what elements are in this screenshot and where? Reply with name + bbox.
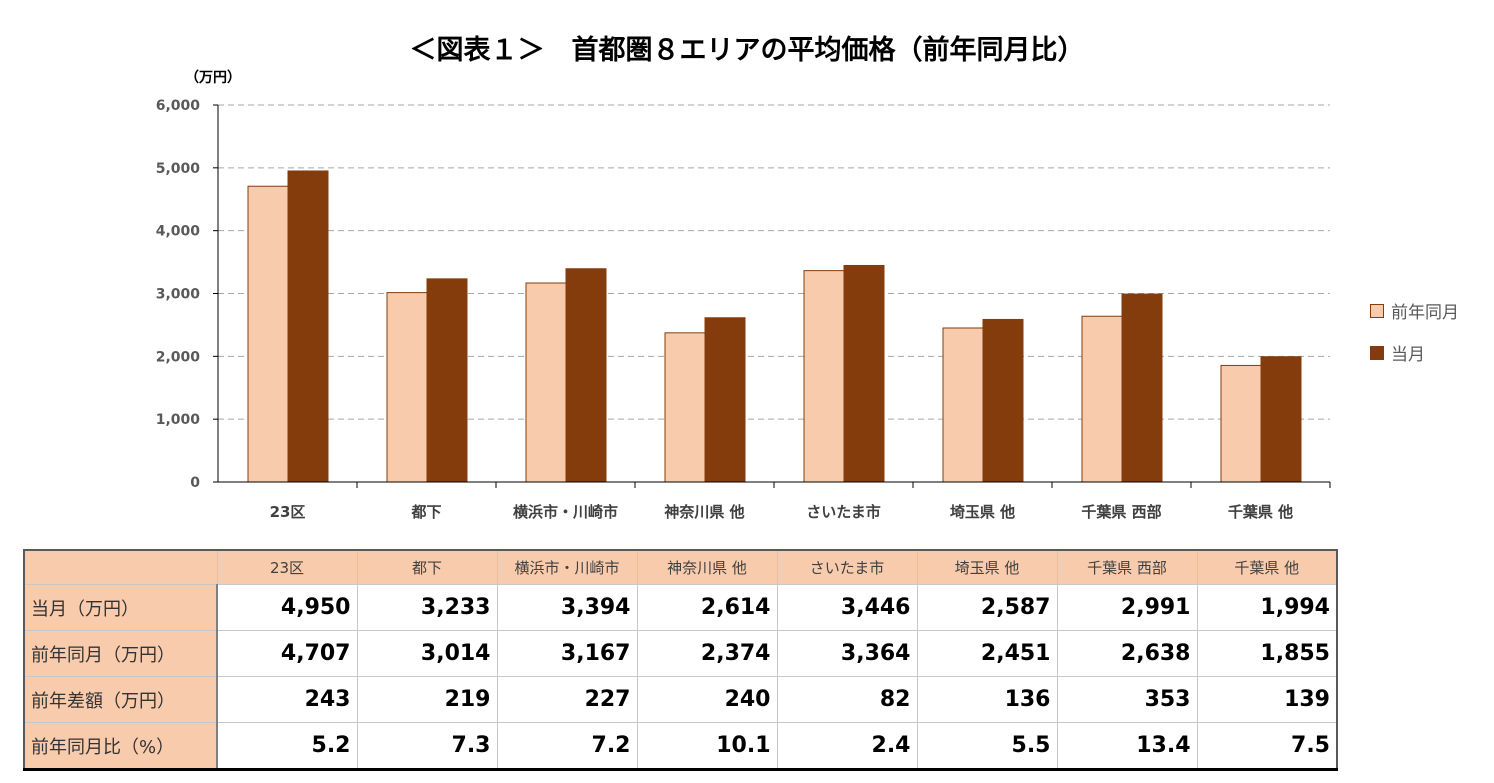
table-cell: 2,451	[916, 630, 1058, 677]
y-tick-label: 0	[190, 475, 200, 491]
table-cell: 7.5	[1196, 722, 1338, 770]
table-cell: 82	[776, 676, 918, 723]
column-header: 千葉県 他	[1196, 549, 1338, 585]
table-cell: 240	[636, 676, 778, 723]
table-cell: 3,446	[776, 584, 918, 631]
data-table: 23区 都下 横浜市・川崎市 神奈川県 他さいたま市 埼玉県 他千葉県 西部 千葉県 他当…	[23, 549, 1338, 771]
table-cell: 7.3	[356, 722, 498, 770]
table-row: 前年差額（万円） 243 219 227 240 82 136 353 139	[23, 676, 1338, 723]
x-tick-label: 千葉県 他	[1228, 503, 1293, 521]
table-cell: 3,014	[356, 630, 498, 677]
legend-item-current: 当月	[1370, 340, 1425, 365]
bar-current	[843, 264, 885, 483]
bar-current	[704, 317, 746, 483]
table-cell: 5.2	[216, 722, 358, 770]
y-axis-unit-label: （万円）	[185, 70, 241, 86]
bar-current	[565, 268, 607, 483]
table-cell: 7.2	[496, 722, 638, 770]
column-header: 千葉県 西部	[1056, 549, 1198, 585]
bar-current	[1121, 293, 1163, 483]
legend-label: 前年同月	[1391, 303, 1459, 323]
y-tick-label: 2,000	[156, 349, 201, 365]
x-tick-label: 神奈川県 他	[664, 503, 744, 521]
column-header: 埼玉県 他	[916, 549, 1058, 585]
bar-prev-year	[386, 292, 428, 483]
bar-current	[287, 170, 329, 483]
table-cell: 227	[496, 676, 638, 723]
table-cell: 1,994	[1196, 584, 1338, 631]
table-cell: 5.5	[916, 722, 1058, 770]
table-cell: 2,991	[1056, 584, 1198, 631]
table-cell: 3,364	[776, 630, 918, 677]
bar-prev-year	[664, 332, 706, 483]
bar-prev-year	[803, 270, 845, 483]
bar-prev-year	[525, 282, 567, 483]
chart-title: ＜図表１＞ 首都圏８エリアの平均価格（前年同月比）	[409, 35, 1085, 66]
table-cell: 353	[1056, 676, 1198, 723]
x-tick-label: 都下	[410, 503, 441, 521]
legend-item-prev-year: 前年同月	[1370, 298, 1459, 323]
table-header-row: 23区 都下 横浜市・川崎市 神奈川県 他さいたま市 埼玉県 他千葉県 西部 千葉県 他	[23, 549, 1338, 585]
legend-swatch-current	[1370, 345, 1384, 360]
table-cell: 4,707	[216, 630, 358, 677]
y-tick-label: 5,000	[156, 161, 201, 177]
table-cell: 2,638	[1056, 630, 1198, 677]
legend-label: 当月	[1391, 345, 1425, 365]
table-cell: 3,233	[356, 584, 498, 631]
table-cell: 3,167	[496, 630, 638, 677]
column-header: さいたま市	[776, 549, 918, 585]
bar-current	[982, 318, 1024, 483]
table-cell: 13.4	[1056, 722, 1198, 770]
table-cell: 2,374	[636, 630, 778, 677]
y-tick-label: 3,000	[156, 287, 201, 303]
y-tick-label: 6,000	[156, 98, 201, 114]
bar-chart: （万円） 0 1,000 2,000 3,000 4,000 5,000 6,000 23区 都下…	[156, 70, 1331, 521]
table-row: 前年同月比（%） 5.2 7.3 7.2 10.1 2.4 5.5 13.4 7.5	[23, 722, 1338, 770]
column-header	[23, 549, 218, 585]
table-cell: 219	[356, 676, 498, 723]
y-tick-label: 1,000	[156, 412, 201, 428]
table-cell: 2.4	[776, 722, 918, 770]
table-cell: 2,614	[636, 584, 778, 631]
x-tick-label: さいたま市	[806, 503, 881, 521]
bar-current	[426, 278, 468, 483]
table-cell: 4,950	[216, 584, 358, 631]
bar-prev-year	[247, 185, 289, 483]
table-cell: 139	[1196, 676, 1338, 723]
x-tick-label: 横浜市・川崎市	[513, 503, 618, 521]
x-tick-label: 千葉県 西部	[1081, 503, 1161, 521]
x-tick-label: 23区	[270, 503, 306, 521]
table-cell: 1,855	[1196, 630, 1338, 677]
row-header: 前年同月（万円）	[23, 630, 218, 677]
column-header: 都下	[356, 549, 498, 585]
bar-current	[1260, 356, 1302, 483]
table-row: 前年同月（万円） 4,707 3,014 3,167 2,374 3,364 2,451 2,…	[23, 630, 1338, 677]
table-cell: 243	[216, 676, 358, 723]
table-row: 当月（万円） 4,950 3,233 3,394 2,614 3,446 2,587 2,99…	[23, 584, 1338, 631]
table-cell: 3,394	[496, 584, 638, 631]
bar-prev-year	[1220, 364, 1262, 483]
row-header: 当月（万円）	[23, 584, 218, 631]
column-header: 横浜市・川崎市	[496, 549, 638, 585]
bar-prev-year	[1081, 315, 1123, 483]
legend-swatch-prev-year	[1370, 303, 1384, 318]
y-tick-label: 4,000	[156, 224, 201, 240]
row-header: 前年同月比（%）	[23, 722, 218, 770]
row-header: 前年差額（万円）	[23, 676, 218, 723]
table-cell: 2,587	[916, 584, 1058, 631]
column-header: 神奈川県 他	[636, 549, 778, 585]
bar-prev-year	[942, 327, 984, 483]
x-tick-label: 埼玉県 他	[950, 503, 1015, 521]
column-header: 23区	[216, 549, 358, 585]
table-cell: 10.1	[636, 722, 778, 770]
table-cell: 136	[916, 676, 1058, 723]
